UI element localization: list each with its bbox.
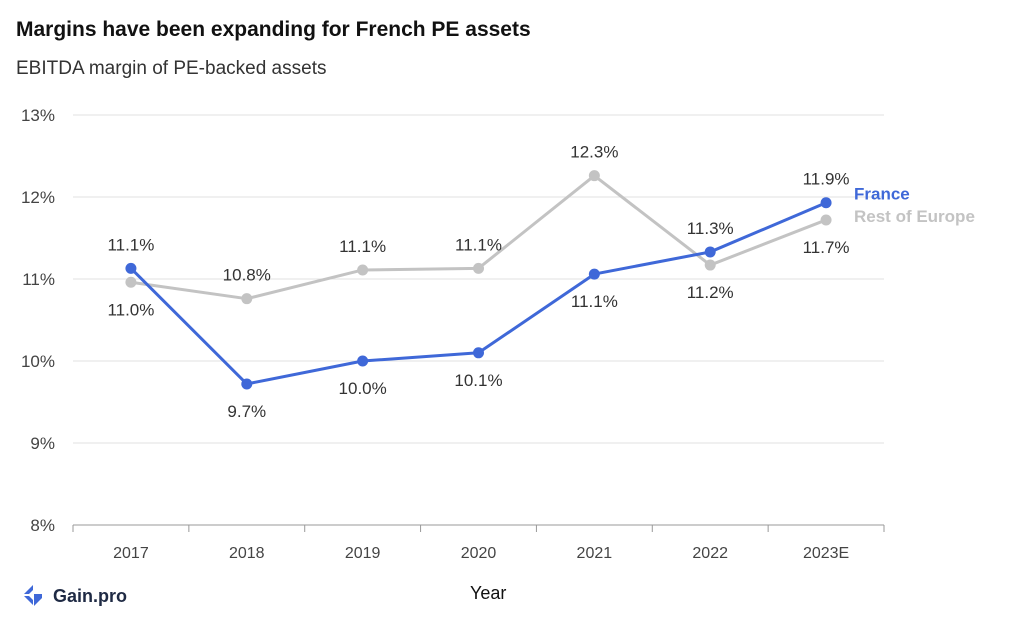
chart-title: Margins have been expanding for French P… xyxy=(16,18,531,41)
y-tick-label: 10% xyxy=(21,352,55,371)
y-tick-label: 11% xyxy=(22,270,55,289)
legend-label-rest-of-europe: Rest of Europe xyxy=(854,207,975,226)
x-tick-label: 2019 xyxy=(345,545,381,562)
data-label: 11.9% xyxy=(803,170,850,189)
data-point xyxy=(704,259,716,271)
data-label: 9.7% xyxy=(227,402,266,421)
data-point xyxy=(473,262,484,274)
chart-subtitle: EBITDA margin of PE-backed assets xyxy=(16,58,327,79)
data-label: 11.0% xyxy=(107,300,154,319)
data-point xyxy=(473,347,484,359)
x-tick-label: 2021 xyxy=(577,545,613,562)
x-axis-title: Year xyxy=(470,583,507,603)
y-tick-label: 12% xyxy=(21,188,55,207)
data-point xyxy=(125,276,137,288)
data-label: 11.1% xyxy=(339,237,386,256)
data-label: 10.1% xyxy=(454,371,502,390)
y-tick-label: 13% xyxy=(21,106,55,125)
data-label: 11.1% xyxy=(571,292,618,311)
data-point xyxy=(241,293,253,305)
data-label: 11.2% xyxy=(687,283,734,302)
data-label: 11.3% xyxy=(687,219,734,238)
x-tick-label: 2022 xyxy=(692,545,728,562)
y-tick-label: 9% xyxy=(30,434,55,453)
data-label: 11.7% xyxy=(803,238,850,257)
data-point xyxy=(820,197,832,209)
brand-logo: Gain.pro xyxy=(20,583,127,609)
data-point xyxy=(704,246,716,258)
gain-logo-icon xyxy=(24,585,42,606)
x-tick-label: 2017 xyxy=(113,545,149,562)
data-point xyxy=(588,170,600,182)
data-point xyxy=(357,355,369,367)
x-tick-label: 2023E xyxy=(803,545,849,562)
data-point xyxy=(820,214,832,226)
data-label: 11.1% xyxy=(107,235,154,254)
y-tick-label: 8% xyxy=(30,516,55,535)
data-point xyxy=(588,268,600,280)
x-tick-label: 2018 xyxy=(229,545,265,562)
data-label: 11.1% xyxy=(455,235,502,254)
data-label: 12.3% xyxy=(570,143,618,162)
logo-text: Gain.pro xyxy=(53,585,128,606)
legend-label-france: France xyxy=(854,185,910,204)
data-point xyxy=(357,264,369,276)
data-label: 10.0% xyxy=(339,379,387,398)
data-point xyxy=(241,378,253,390)
data-point xyxy=(125,262,137,274)
data-label: 10.8% xyxy=(223,266,271,285)
x-tick-label: 2020 xyxy=(461,545,497,562)
